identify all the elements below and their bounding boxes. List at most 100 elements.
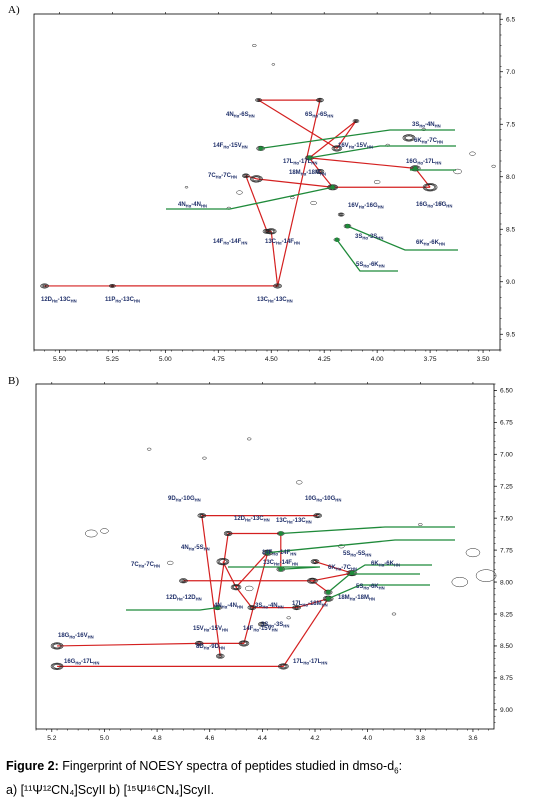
noise-contour — [244, 585, 254, 592]
contour-ring — [225, 531, 232, 536]
x-tick-label: 5.0 — [100, 735, 109, 742]
peak-label: 17LHα-17LHN — [283, 159, 317, 166]
cross-peak — [216, 558, 230, 566]
contour-ring — [316, 169, 324, 174]
assignment-arrow — [260, 129, 455, 150]
connectivity-line — [308, 120, 357, 159]
assignment-arrow — [309, 145, 456, 159]
caption-subscript: 6 — [394, 766, 399, 776]
connectivity-line — [258, 99, 338, 149]
contour-ring — [53, 664, 61, 669]
caption-line2: a) [¹¹Ψ¹²CN₄]ScyII b) [¹⁵Ψ¹⁶CN₄]ScyII. — [6, 782, 215, 797]
contour-ring — [274, 284, 281, 288]
figure-caption: Figure 2: Fingerprint of NOESY spectra o… — [6, 757, 531, 800]
contour-ring — [217, 654, 224, 659]
contour-ring — [218, 654, 223, 658]
contour-ring — [340, 213, 343, 216]
assignment-arrow — [347, 225, 458, 251]
x-tick-label: 4.25 — [318, 356, 331, 363]
assignment-arrow — [267, 539, 455, 554]
peak-label: 16VHα-16GHN — [348, 203, 384, 210]
y-tick-label: 7.0 — [506, 69, 515, 76]
peak-label: 3SHα-3SHN — [355, 234, 383, 241]
connectivity-line — [243, 552, 269, 644]
cross-peak — [242, 173, 250, 178]
y-tick-label: 9.00 — [500, 707, 513, 714]
cross-peak — [310, 559, 320, 565]
contour-ring — [255, 98, 262, 103]
contour-ring — [249, 606, 254, 609]
contour-ring — [215, 653, 225, 659]
caption-label: Figure 2: — [6, 759, 59, 773]
y-tick-label: 8.00 — [500, 579, 513, 586]
contour-ring — [292, 605, 301, 611]
contour-ring — [40, 283, 49, 289]
contour-ring — [216, 558, 230, 566]
x-tick-label: 4.4 — [258, 735, 267, 742]
contour-ring — [317, 98, 323, 102]
x-tick-label: 5.00 — [159, 356, 172, 363]
contour-ring — [50, 642, 64, 650]
peak-label: 5SHα-6KHN — [356, 584, 385, 591]
contour-ring — [322, 595, 334, 602]
connectivity-line — [256, 178, 333, 188]
contour-ring — [280, 664, 287, 669]
contour-ring — [293, 605, 300, 610]
peak-label: 17LHα-17LHN — [293, 659, 327, 666]
contour-ring — [311, 559, 319, 564]
contour-ring — [265, 228, 277, 235]
peak-label: 5SHα-6KHN — [356, 262, 385, 269]
contour-ring — [318, 98, 322, 102]
contour-ring — [278, 663, 289, 670]
cross-peak — [255, 98, 262, 103]
noise-contour — [184, 186, 189, 189]
assignment-arrow — [228, 566, 321, 570]
contour-ring — [250, 175, 263, 183]
cross-peak — [422, 183, 438, 192]
contour-ring — [262, 228, 272, 234]
contour-ring — [251, 175, 262, 182]
peak-label: 9DHα-10GHN — [168, 496, 201, 503]
contour-ring — [315, 514, 320, 517]
y-tick-label: 8.5 — [506, 227, 515, 234]
arrow-head — [330, 185, 335, 190]
noise-contour — [438, 201, 443, 205]
arrow-head — [349, 570, 355, 576]
peak-label: 6SHα-6SHN — [305, 112, 333, 119]
contour-ring — [230, 584, 242, 591]
x-tick-label: 4.75 — [212, 356, 225, 363]
peak-label: 5SHα-5SHN — [343, 551, 371, 558]
plot-frame — [33, 13, 501, 351]
peak-label: 15VHα-15VHN — [193, 626, 228, 633]
cross-peak — [223, 531, 233, 537]
contour-ring — [314, 513, 321, 518]
cross-peak — [238, 640, 250, 647]
contour-ring — [180, 578, 187, 583]
caption-end: : — [398, 759, 403, 773]
contour-ring — [257, 98, 260, 102]
contour-ring — [425, 184, 435, 191]
cross-peak — [50, 662, 64, 670]
x-tick-label: 5.25 — [106, 356, 119, 363]
noise-contour — [310, 200, 317, 206]
arrow-head — [325, 590, 331, 595]
peak-label: 6KHα-6KHN — [416, 240, 445, 247]
cross-peak — [337, 212, 345, 217]
panel-b: B) 5.2 5.0 4.8 4.6 4.4 4.2 4.0 3.8 3.6 6.50 6.75 7.… — [0, 372, 540, 756]
assignment-arrow — [280, 526, 455, 535]
connectivity-line — [222, 561, 237, 588]
contour-ring — [223, 531, 233, 537]
peak-label: 4NHα-6SHN — [226, 112, 255, 119]
x-tick-label: 4.6 — [205, 735, 214, 742]
x-tick-label: 5.2 — [47, 735, 56, 742]
contour-ring — [42, 284, 47, 288]
noise-contour — [295, 480, 303, 485]
peak-label: 3SHα-3SHN — [261, 622, 289, 629]
contour-ring — [268, 229, 275, 234]
contour-ring — [273, 283, 282, 289]
connectivity-line — [312, 572, 352, 582]
x-tick-label: 4.50 — [265, 356, 278, 363]
contour-ring — [259, 622, 266, 627]
noise-contour — [418, 523, 423, 527]
y-tick-label: 6.5 — [506, 17, 515, 24]
